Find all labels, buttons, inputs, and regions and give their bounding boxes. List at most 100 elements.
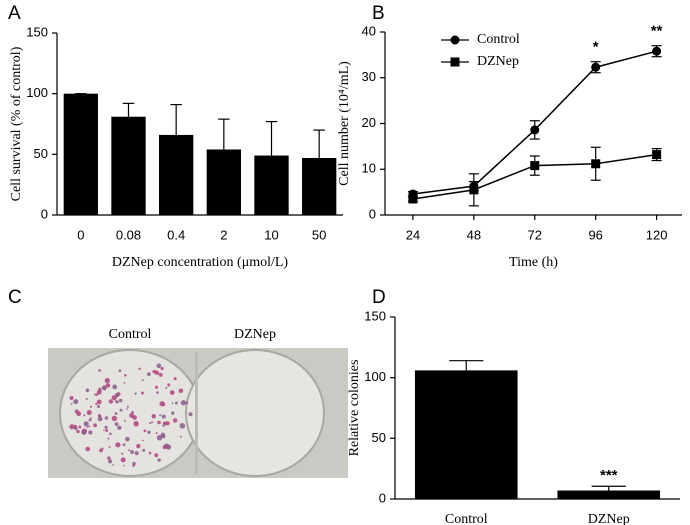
panel-label: D: [372, 287, 386, 308]
colony: [85, 446, 91, 452]
x-tick-label: 72: [528, 227, 542, 242]
colony: [159, 414, 162, 417]
colony: [118, 369, 122, 373]
marker: [530, 125, 540, 135]
colony: [155, 432, 158, 435]
colony: [173, 377, 177, 381]
x-tick-label: Control: [445, 512, 488, 525]
colony: [131, 410, 134, 414]
colony: [154, 385, 159, 389]
x-tick-label: 96: [588, 227, 602, 242]
colony: [69, 395, 74, 401]
marker: [469, 185, 479, 195]
marker: [652, 46, 662, 56]
x-tick-label: 0.08: [116, 227, 141, 242]
error-bar: [122, 102, 135, 117]
colony: [171, 402, 174, 405]
colony: [128, 449, 131, 452]
colony: [89, 405, 92, 408]
colony: [141, 379, 144, 382]
colony: [107, 437, 110, 440]
photo-c: [48, 348, 348, 478]
colony: [114, 422, 119, 426]
bar: [63, 93, 98, 215]
y-tick-label: 50: [372, 430, 386, 445]
colony: [132, 415, 137, 420]
significance-mark: ***: [600, 467, 618, 484]
x-tick-label: 10: [264, 227, 278, 242]
error-bar: [265, 120, 278, 156]
error-bar: [449, 360, 484, 371]
legend-label: DZNep: [477, 54, 519, 69]
colony: [88, 425, 91, 428]
colony: [81, 430, 87, 435]
colony: [172, 418, 178, 423]
colony: [124, 374, 127, 377]
colony: [118, 398, 123, 403]
colony: [86, 409, 92, 416]
colony: [85, 397, 88, 400]
dish: [59, 349, 201, 477]
colony: [156, 435, 163, 441]
y-tick-label: 0: [379, 490, 386, 505]
photo-seam: [195, 352, 198, 474]
colony: [85, 388, 90, 393]
colony: [95, 402, 98, 406]
colony: [156, 391, 159, 394]
colony: [120, 457, 126, 463]
colony: [136, 443, 141, 449]
colony: [96, 399, 102, 405]
colony: [147, 372, 151, 376]
bar: [302, 157, 337, 215]
marker: [652, 150, 662, 160]
colony: [83, 421, 89, 427]
error-bar: [591, 485, 626, 491]
colony: [126, 408, 128, 410]
x-tick-label: 48: [467, 227, 481, 242]
colony: [97, 404, 101, 408]
marker: [450, 35, 460, 45]
colony: [134, 392, 137, 395]
y-tick-label: 30: [362, 69, 376, 84]
x-tick-label: 0: [77, 227, 84, 242]
colony: [90, 416, 92, 419]
legend-label: Control: [477, 32, 520, 47]
colony: [143, 429, 147, 433]
y-tick-label: 20: [362, 115, 376, 130]
colony: [167, 383, 171, 387]
colony: [99, 448, 103, 453]
panel-label: A: [8, 3, 21, 24]
colony: [123, 381, 126, 384]
colony: [162, 424, 165, 427]
marker: [591, 62, 601, 72]
colony: [108, 399, 114, 404]
colony: [104, 377, 110, 384]
colony: [122, 443, 126, 447]
colony: [111, 395, 117, 401]
colony: [109, 432, 112, 436]
marker: [408, 194, 418, 204]
colony: [140, 391, 144, 395]
colony: [74, 426, 78, 431]
colony: [88, 430, 93, 435]
bar: [414, 370, 518, 499]
significance-mark: **: [651, 23, 663, 40]
x-tick-label: DZNep: [588, 512, 630, 525]
colony: [111, 415, 118, 422]
colony: [185, 401, 188, 405]
y-tick-label: 50: [34, 146, 48, 161]
marker: [450, 57, 460, 67]
colony: [165, 386, 168, 389]
colony: [148, 451, 152, 455]
colony: [98, 387, 102, 392]
colony: [73, 399, 79, 405]
colony: [179, 423, 186, 429]
panel-label: B: [372, 3, 385, 24]
colony: [74, 409, 79, 414]
colony: [133, 421, 139, 427]
bar: [111, 116, 146, 215]
colony: [157, 458, 161, 462]
y-tick-label: 40: [362, 23, 376, 38]
colony: [76, 429, 80, 434]
